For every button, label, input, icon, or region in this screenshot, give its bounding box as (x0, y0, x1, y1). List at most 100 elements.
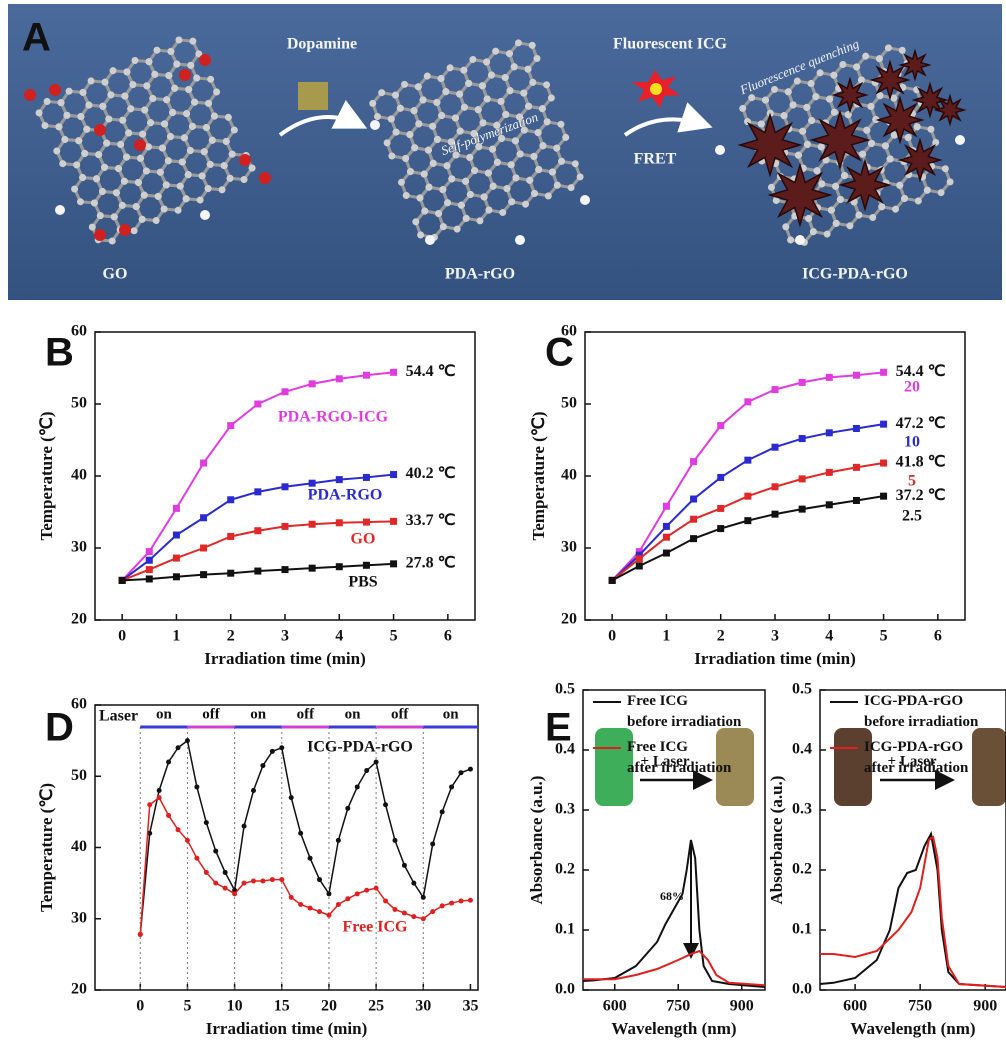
y-tick-label: 30 (71, 539, 87, 556)
data-point (260, 763, 265, 768)
data-point (232, 891, 237, 896)
icg-star (936, 96, 964, 124)
data-point (690, 496, 697, 503)
data-point (147, 802, 152, 807)
data-point (717, 505, 724, 512)
data-point (402, 911, 407, 916)
data-point (402, 863, 407, 868)
end-label: 54.4 ℃ (896, 363, 946, 380)
icg-star (770, 165, 830, 225)
data-point (282, 566, 289, 573)
icg-star (878, 98, 922, 142)
data-point (374, 886, 379, 891)
data-point (390, 560, 397, 567)
y-tick-label: 0.0 (792, 981, 812, 998)
plot-frame (95, 705, 478, 990)
data-point (336, 519, 343, 526)
y-tick-label: 50 (561, 395, 577, 412)
data-point (383, 898, 388, 903)
y-tick-label: 0.5 (792, 681, 812, 698)
y-tick-label: 50 (71, 767, 87, 784)
data-point (374, 760, 379, 765)
data-point (146, 575, 153, 582)
data-point (430, 841, 435, 846)
data-point (223, 886, 228, 891)
data-point (289, 895, 294, 900)
y-tick-label: 30 (561, 539, 577, 556)
hydrogen (425, 235, 435, 245)
data-point (185, 838, 190, 843)
data-point (279, 877, 284, 882)
data-point (157, 795, 162, 800)
data-point (204, 870, 209, 875)
data-point (449, 901, 454, 906)
hydrogen (715, 145, 725, 155)
data-point (690, 535, 697, 542)
data-point (289, 795, 294, 800)
y-tick-label: 40 (71, 467, 87, 484)
data-point (853, 425, 860, 432)
data-point (204, 820, 209, 825)
data-point (853, 464, 860, 471)
y-tick-label: 50 (71, 395, 87, 412)
data-point (411, 914, 416, 919)
data-point (223, 870, 228, 875)
data-point (345, 806, 350, 811)
data-point (880, 369, 887, 376)
panel-label: B (45, 331, 74, 375)
data-point (421, 916, 426, 921)
data-point (242, 881, 247, 886)
hydrogen (795, 235, 805, 245)
data-point (799, 379, 806, 386)
reagent: Fluorescent ICG (613, 36, 727, 53)
data-point (772, 386, 779, 393)
data-point (826, 429, 833, 436)
data-point (459, 898, 464, 903)
icg-star (900, 140, 940, 180)
hydrogen (200, 210, 210, 220)
x-tick-label: 6 (934, 628, 942, 645)
oxygen (239, 154, 251, 166)
page: A Dopamine Fluorescent ICG Self-polymeri… (0, 0, 1006, 1041)
y-tick-label: 0.3 (792, 801, 812, 818)
oxygen (24, 89, 36, 101)
data-point (308, 906, 313, 911)
data-point (270, 877, 275, 882)
data-point (799, 506, 806, 513)
data-point (166, 813, 171, 818)
x-tick-label: 600 (843, 998, 867, 1015)
data-point (326, 891, 331, 896)
data-point (309, 380, 316, 387)
data-point (392, 907, 397, 912)
reagent: Dopamine (287, 36, 357, 53)
series-label: 20 (904, 379, 920, 396)
x-tick-label: 5 (390, 628, 398, 645)
icg-star (841, 161, 889, 209)
laser-state-label: on (250, 706, 267, 722)
x-tick-label: 5 (183, 998, 191, 1015)
data-point (363, 562, 370, 569)
oxygen (179, 69, 191, 81)
data-point (194, 856, 199, 861)
data-point (390, 471, 397, 478)
data-point (390, 369, 397, 376)
y-tick-label: 40 (561, 467, 577, 484)
data-point (468, 898, 473, 903)
legend-entry: ICG-PDA-rGO before irradiation (864, 691, 978, 733)
data-point (744, 398, 751, 405)
data-point (772, 511, 779, 518)
data-point (440, 903, 445, 908)
data-point (227, 570, 234, 577)
x-tick-label: 0 (118, 628, 126, 645)
hydrogen (370, 120, 380, 130)
oxygen (134, 139, 146, 151)
vial (972, 728, 1006, 806)
data-point (744, 457, 751, 464)
end-label: 37.2 ℃ (896, 487, 946, 504)
laser-label: Laser (99, 708, 138, 725)
data-point (392, 838, 397, 843)
data-point (364, 888, 369, 893)
annotation: 68% (660, 889, 684, 903)
data-point (411, 881, 416, 886)
data-point (317, 877, 322, 882)
